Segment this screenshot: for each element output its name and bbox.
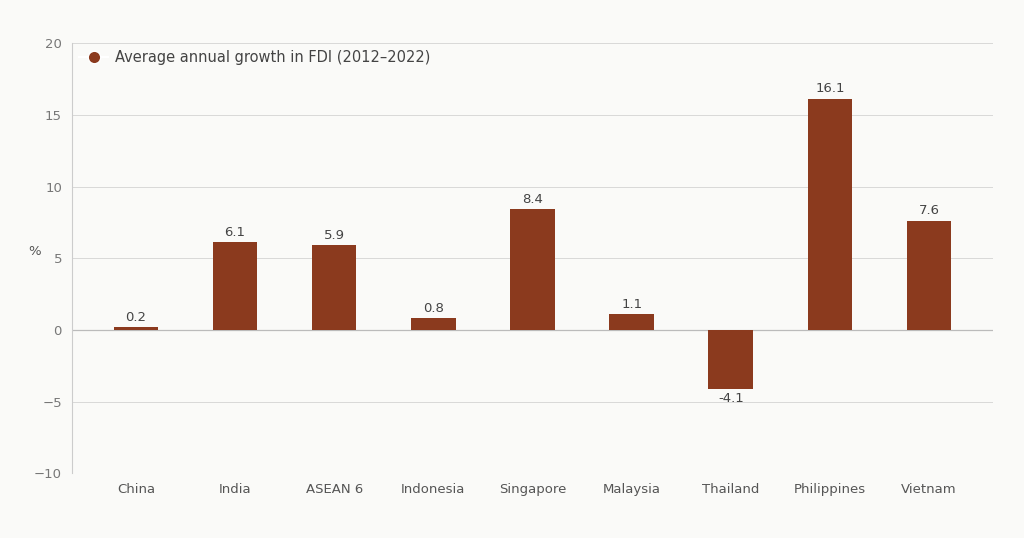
Text: 5.9: 5.9 <box>324 229 345 242</box>
Text: 8.4: 8.4 <box>522 193 543 206</box>
Text: 7.6: 7.6 <box>919 204 940 217</box>
Bar <box>213 243 257 330</box>
Text: 1.1: 1.1 <box>622 298 642 310</box>
Bar <box>411 318 456 330</box>
Text: 16.1: 16.1 <box>815 82 845 95</box>
Bar <box>907 221 951 330</box>
Text: 0.2: 0.2 <box>125 310 146 323</box>
Text: -4.1: -4.1 <box>718 392 743 405</box>
Text: 6.1: 6.1 <box>224 226 246 239</box>
Bar <box>808 99 852 330</box>
Bar <box>114 327 158 330</box>
Bar <box>312 245 356 330</box>
Bar <box>510 209 555 330</box>
Text: 0.8: 0.8 <box>423 302 443 315</box>
Legend: Average annual growth in FDI (2012–2022): Average annual growth in FDI (2012–2022) <box>79 51 431 65</box>
Bar <box>609 314 654 330</box>
Y-axis label: %: % <box>29 245 41 258</box>
Bar <box>709 330 753 389</box>
